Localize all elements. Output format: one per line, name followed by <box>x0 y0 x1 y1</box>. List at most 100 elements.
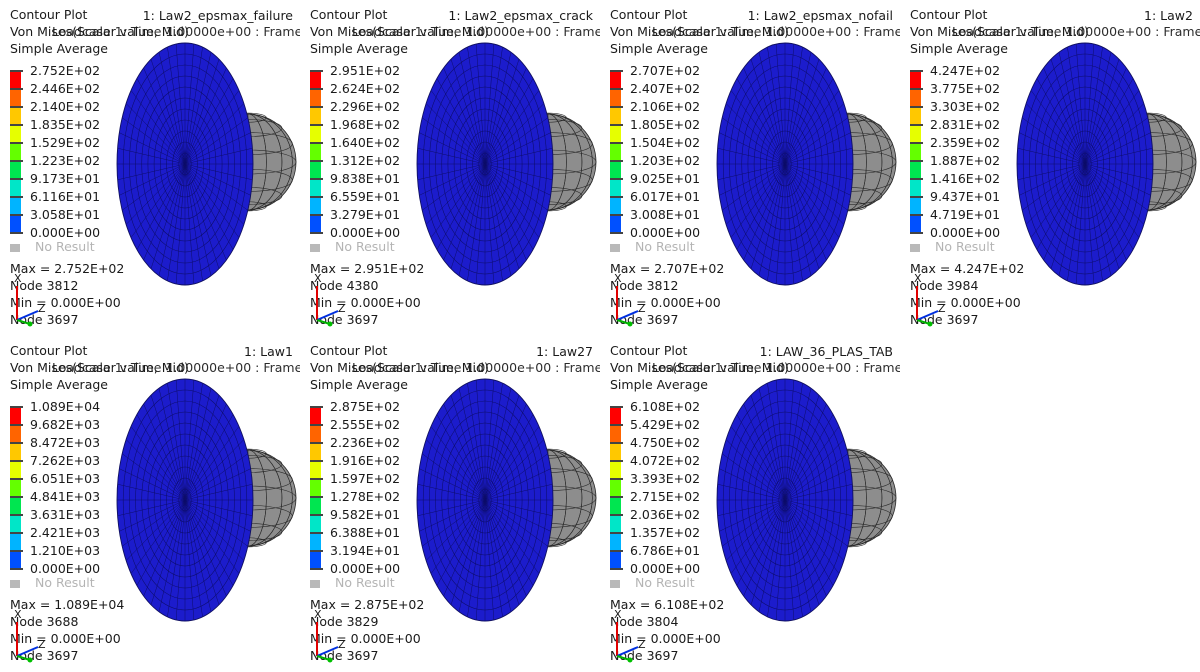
mesh-spoke <box>184 59 220 165</box>
averaging-method: Simple Average <box>910 41 1008 56</box>
mesh-spoke <box>175 44 186 165</box>
mesh-spoke <box>484 499 512 612</box>
axis-y-dot <box>627 321 633 327</box>
axis-triad: XZ <box>914 272 946 327</box>
viewport-panel[interactable]: Contour Plot 1: Law1 Von Mises(Scalar valu… <box>0 336 300 672</box>
mesh-spoke <box>775 163 786 284</box>
mesh-spoke <box>484 163 495 284</box>
mesh-spoke <box>717 499 786 517</box>
no-result-label: No Result <box>35 239 95 254</box>
mesh-spoke <box>184 67 227 165</box>
result-type: Von Mises(Scalar value, Mid) <box>910 24 1089 39</box>
mesh-spoke <box>119 163 186 196</box>
legend-tick <box>310 478 323 480</box>
averaging-method: Simple Average <box>610 41 708 56</box>
legend-tick <box>10 214 23 216</box>
mesh-spoke <box>184 90 240 165</box>
averaging-method: Simple Average <box>10 41 108 56</box>
mesh-spoke <box>458 52 486 165</box>
legend-swatch <box>610 514 621 532</box>
mesh-spoke <box>743 403 786 501</box>
mesh-spoke <box>484 426 540 501</box>
mesh-spoke <box>1022 117 1086 165</box>
mesh-spoke <box>175 499 186 620</box>
viewport-panel[interactable]: Contour Plot 1: Law2_epsmax_crack Von Mise… <box>300 0 600 336</box>
plot-title: Contour Plot <box>310 343 388 358</box>
viewport-panel[interactable]: Contour Plot 1: Law27 Von Mises(Scalar val… <box>300 336 600 672</box>
legend-value: 2.036E+02 <box>630 507 701 522</box>
legend-swatch <box>310 124 321 142</box>
viewport-panel[interactable]: Contour Plot 1: Law2 Von Mises(Scalar valu… <box>900 0 1200 336</box>
legend-swatch <box>310 406 321 424</box>
no-result-label: No Result <box>935 239 995 254</box>
mesh-spoke <box>484 383 503 501</box>
legend-tick <box>610 178 623 180</box>
min-value: Min = 0.000E+00 <box>10 631 121 646</box>
legend-swatch <box>310 88 321 106</box>
mesh-spoke <box>484 499 545 561</box>
legend-value: 1.278E+02 <box>330 489 401 504</box>
mesh-spoke <box>784 439 845 501</box>
mesh-spoke <box>419 132 486 165</box>
mesh-spoke <box>484 163 551 196</box>
viewport-panel[interactable]: Contour Plot 1: Law2_epsmax_nofail Von Mis… <box>600 0 900 336</box>
viewport-panel[interactable]: Contour Plot 1: LAW_36_PLAS_TAB Von Mises(… <box>600 336 900 672</box>
legend-swatch <box>10 424 21 442</box>
mesh-spoke <box>430 426 486 501</box>
legend-value: 3.058E+01 <box>30 207 101 222</box>
mesh-spoke <box>1030 163 1086 238</box>
mesh-spoke <box>758 163 786 276</box>
mesh-spoke <box>1084 163 1148 211</box>
mesh-spoke <box>1025 163 1086 225</box>
mesh-spoke <box>443 403 486 501</box>
mesh-spoke <box>784 132 851 165</box>
mesh-spoke <box>484 163 545 225</box>
legend-tick <box>10 178 23 180</box>
legend-value: 0.000E+00 <box>30 561 101 576</box>
mesh-spoke <box>450 395 486 501</box>
no-result-label: No Result <box>635 575 695 590</box>
mesh-spoke <box>167 163 186 281</box>
mesh-spoke <box>117 147 186 165</box>
mesh-spoke <box>784 499 795 620</box>
legend-tick <box>10 550 23 552</box>
mesh-spoke <box>725 499 786 561</box>
mesh-spoke <box>184 163 195 284</box>
viewport-panel[interactable]: Contour Plot 1: Law2_epsmax_failure Von Mi… <box>0 0 300 336</box>
mesh-spoke <box>150 59 186 165</box>
legend-value: 6.388E+01 <box>330 525 401 540</box>
result-type: Von Mises(Scalar value, Mid) <box>10 360 189 375</box>
model-title: 1: Law1 <box>244 344 293 359</box>
mesh-spoke <box>484 47 503 165</box>
mesh-spoke <box>722 163 786 211</box>
mesh-spoke <box>417 499 486 517</box>
legend-value: 0.000E+00 <box>630 561 701 576</box>
mesh-spoke <box>122 117 186 165</box>
mesh-spoke <box>125 103 186 165</box>
mesh-spoke <box>143 499 186 597</box>
mesh-spoke <box>719 163 786 196</box>
no-result-swatch <box>910 244 920 252</box>
mesh-spoke <box>136 499 186 586</box>
legend-tick <box>10 70 23 72</box>
mesh-spoke <box>484 499 534 586</box>
mesh-spoke <box>1084 147 1153 165</box>
mesh-spoke <box>122 453 186 501</box>
legend-swatch <box>10 124 21 142</box>
legend-tick <box>10 142 23 144</box>
mesh-spoke <box>184 388 212 501</box>
mesh-spoke <box>767 383 786 501</box>
mesh-spoke <box>167 383 186 501</box>
legend-tick <box>10 232 23 234</box>
legend-tick <box>10 514 23 516</box>
mesh-spoke <box>722 453 786 501</box>
legend-value: 1.203E+02 <box>630 153 701 168</box>
contour-legend: 1.089E+04 9.682E+03 8.472E+03 7.262E+03 6.05… <box>10 400 130 590</box>
plot-title: Contour Plot <box>610 343 688 358</box>
mesh-spoke <box>419 163 486 196</box>
mesh-spoke <box>184 147 253 165</box>
axis-triad: XZ <box>314 272 346 327</box>
legend-value: 2.446E+02 <box>30 81 101 96</box>
legend-value: 1.210E+03 <box>30 543 101 558</box>
loadcase-info: Loadcase 1: Time 1.00000e+00 : Frame 1 <box>352 24 600 39</box>
